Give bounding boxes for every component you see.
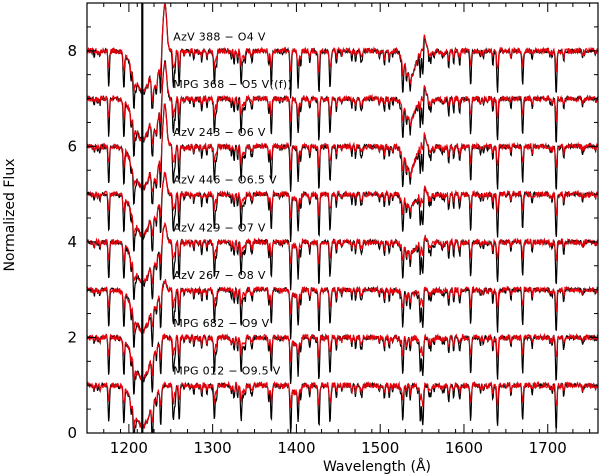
- spectrum-label-0: AzV 388 − O4 V: [173, 30, 266, 43]
- spectrum-model-line-1: [87, 61, 598, 147]
- spectra-layer: [87, 3, 598, 433]
- spectrum-label-4: AzV 429 − O7 V: [173, 221, 266, 234]
- x-axis-label: Wavelength (Å): [323, 458, 431, 475]
- spectrum-model-line-4: [87, 221, 598, 285]
- x-tick-label-1700: 1700: [529, 439, 567, 457]
- y-axis-label: Normalized Flux: [2, 159, 18, 272]
- y-tick-label-6: 6: [67, 137, 77, 155]
- y-tick-label-8: 8: [67, 42, 77, 60]
- x-tick-label-1600: 1600: [445, 439, 483, 457]
- x-tick-label-1400: 1400: [277, 439, 315, 457]
- axes: 1200 1300 1400 1500 1600 1700 0 2 4 6 8: [67, 2, 599, 457]
- spectrum-model-line-6: [87, 332, 598, 382]
- spectrum-label-7: MPG 012 − O9.5 V: [173, 365, 280, 378]
- spectrum-model-line-3: [87, 171, 598, 238]
- y-tick-label-0: 0: [67, 424, 77, 442]
- spectrum-model-line-2: [87, 103, 598, 193]
- y-tick-label-2: 2: [67, 328, 77, 346]
- spectrum-label-3: AzV 446 − O6.5 V: [173, 174, 277, 187]
- y-tick-label-4: 4: [67, 233, 77, 251]
- spectrum-model-line-5: [87, 278, 598, 335]
- spectrum-label-5: AzV 267 − O8 V: [173, 269, 266, 282]
- spectrum-model-line-7: [87, 380, 598, 430]
- spectrum-label-1: MPG 368 − O5 V((f)): [173, 78, 292, 91]
- spectrum-model-line-0: [87, 3, 598, 103]
- x-tick-label-1500: 1500: [361, 439, 399, 457]
- spectrum-label-6: MPG 682 − O9 V: [173, 317, 269, 330]
- spectrum-label-2: AzV 243 − O6 V: [173, 126, 266, 139]
- x-tick-label-1300: 1300: [194, 439, 232, 457]
- x-tick-label-1200: 1200: [110, 439, 148, 457]
- spectrum-labels: AzV 388 − O4 V MPG 368 − O5 V((f)) AzV 243…: [173, 30, 292, 378]
